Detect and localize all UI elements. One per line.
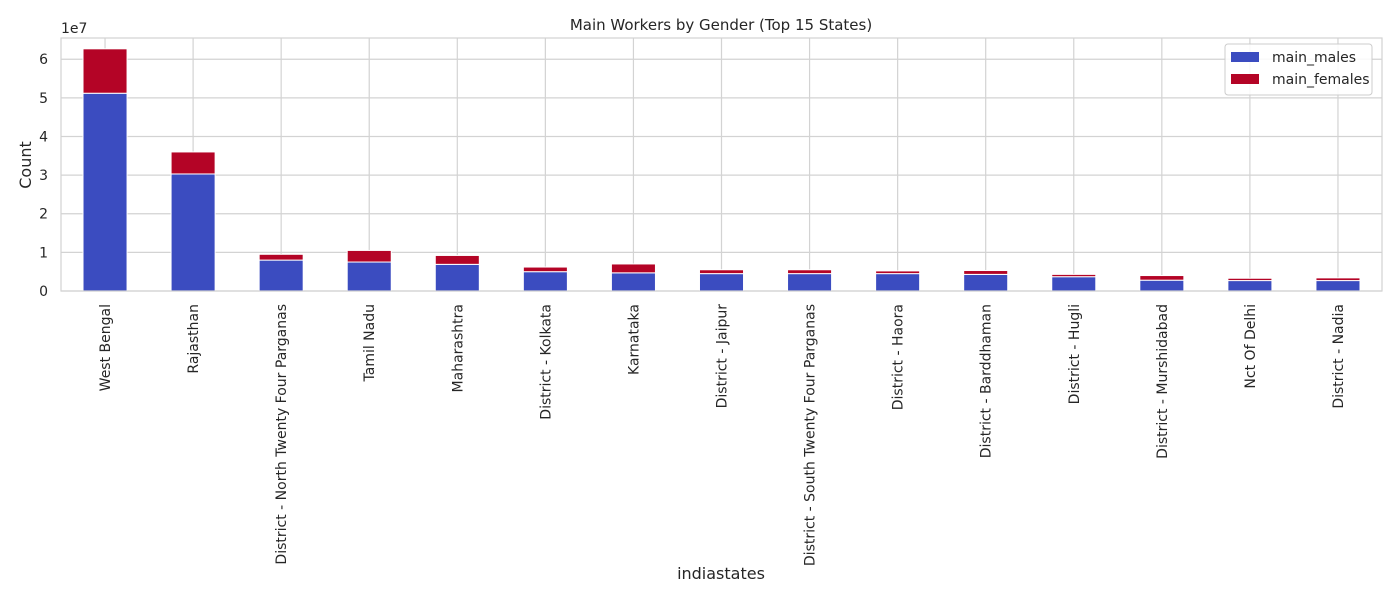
bar-main-females xyxy=(610,263,656,274)
x-tick-label: West Bengal xyxy=(98,304,114,391)
y-axis-scale-label: 1e7 xyxy=(61,21,87,37)
bar-main-females xyxy=(522,266,568,273)
y-axis-title: Count xyxy=(16,141,35,189)
bar-main-males xyxy=(698,273,745,292)
bar-main-males xyxy=(1227,280,1273,292)
plot-frame xyxy=(60,37,1383,292)
x-tick-label: District - Nadia xyxy=(1331,304,1347,409)
bar-main-males xyxy=(170,173,216,292)
x-tick-label: District - Kolkata xyxy=(538,304,554,420)
x-tick-label: District - Haora xyxy=(891,304,907,410)
bar-main-females xyxy=(698,269,745,275)
y-tick-label: 3 xyxy=(39,168,48,184)
bar-main-females xyxy=(1139,275,1185,281)
bar-main-males xyxy=(346,261,392,292)
x-tick-label: District - Hugli xyxy=(1067,304,1083,404)
bar-main-males xyxy=(434,263,480,292)
legend-box xyxy=(1224,43,1373,96)
bar-main-females xyxy=(1227,277,1273,282)
bar-main-males xyxy=(1139,279,1185,292)
bar-main-males xyxy=(610,272,656,292)
x-tick-label: Maharashtra xyxy=(450,304,466,392)
bar-main-females xyxy=(1315,277,1361,282)
bar-main-females xyxy=(875,270,921,275)
bar-main-males xyxy=(522,271,568,292)
bar-main-males xyxy=(1315,280,1361,292)
x-tick-label: Nct Of Delhi xyxy=(1243,304,1259,389)
legend-swatch xyxy=(1231,52,1259,62)
legend-label: main_males xyxy=(1272,50,1356,66)
x-tick-label: District - Jaipur xyxy=(715,304,731,409)
bar-main-females xyxy=(82,48,128,94)
x-tick-label: District - Barddhaman xyxy=(979,304,995,458)
y-tick-label: 1 xyxy=(39,245,48,261)
bar-main-females xyxy=(1051,273,1097,278)
x-tick-label: District - North Twenty Four Parganas xyxy=(274,304,290,565)
x-tick-label: District - Murshidabad xyxy=(1155,304,1171,459)
x-tick-label: Rajasthan xyxy=(186,304,202,374)
legend: main_males main_females xyxy=(1224,43,1373,96)
x-tick-label: Karnataka xyxy=(626,304,642,375)
x-axis-title: indiastates xyxy=(677,564,765,583)
legend-label: main_females xyxy=(1272,72,1370,88)
y-tick-label: 5 xyxy=(39,91,48,107)
y-tick-label: 0 xyxy=(39,284,48,300)
y-tick-label: 4 xyxy=(39,129,48,145)
bar-main-males xyxy=(875,273,921,292)
bar-main-males xyxy=(258,259,304,292)
bar-main-females xyxy=(258,253,304,261)
bar-main-females xyxy=(787,269,833,275)
bar-main-females xyxy=(346,249,392,263)
y-tick-label: 2 xyxy=(39,207,48,223)
bar-main-females xyxy=(434,254,480,265)
bar-main-males xyxy=(963,273,1009,292)
legend-swatch xyxy=(1231,74,1259,84)
bar-main-females xyxy=(963,270,1009,275)
x-tick-label: District - South Twenty Four Parganas xyxy=(803,304,819,566)
bar-main-males xyxy=(82,92,128,292)
bar-main-males xyxy=(1051,276,1097,292)
x-tick-label: Tamil Nadu xyxy=(362,304,378,383)
bar-main-females xyxy=(170,151,216,175)
chart-title: Main Workers by Gender (Top 15 States) xyxy=(570,16,872,34)
y-tick-label: 6 xyxy=(39,52,48,68)
bar-main-males xyxy=(787,273,833,292)
